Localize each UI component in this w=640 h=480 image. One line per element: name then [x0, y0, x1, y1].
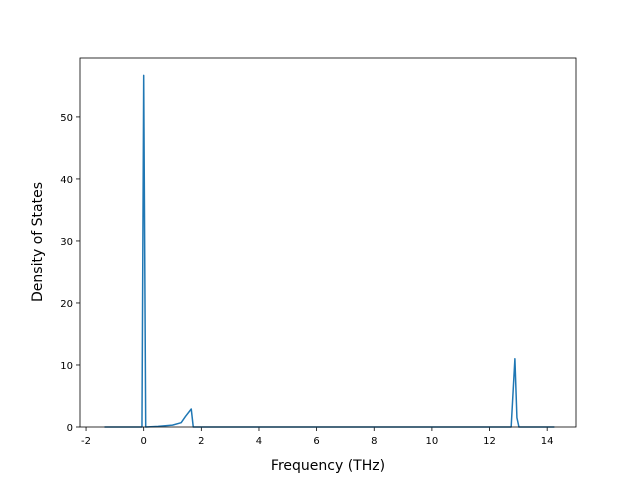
plot-frame: [79, 57, 577, 428]
y-tick-label: 30: [60, 237, 73, 248]
x-tick-label: 4: [256, 436, 262, 447]
x-tick-label: 6: [313, 436, 319, 447]
x-tick-label: -2: [81, 436, 91, 447]
x-tick-label: 14: [541, 436, 554, 447]
x-tick-label: 2: [198, 436, 204, 447]
y-tick-label: 20: [60, 299, 73, 310]
y-tick-label: 40: [60, 175, 73, 186]
line-series: [104, 74, 555, 428]
x-tick-label: 12: [483, 436, 496, 447]
x-tick-label: 10: [426, 436, 439, 447]
x-axis-title: Frequency (THz): [271, 458, 385, 474]
y-tick-label: 50: [60, 113, 73, 124]
x-tick-label: 0: [141, 436, 147, 447]
y-axis-title: Density of States: [30, 182, 46, 302]
y-tick-label: 10: [60, 361, 73, 372]
y-tick-label: 0: [67, 423, 73, 434]
x-tick-label: 8: [371, 436, 377, 447]
